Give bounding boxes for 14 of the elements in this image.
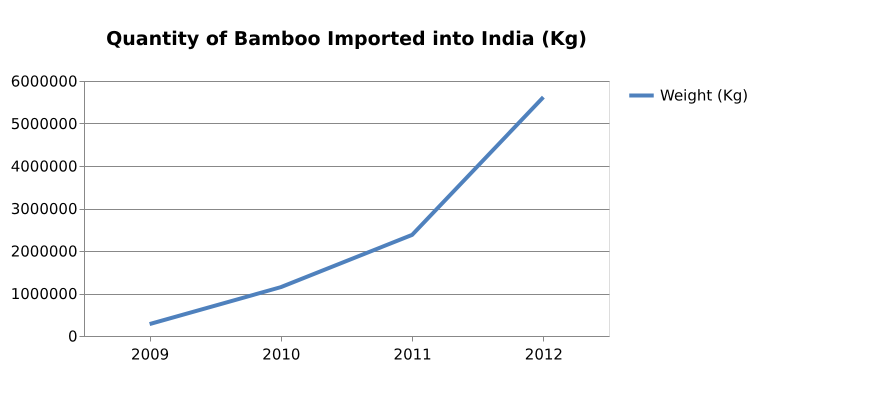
- chart-title: Quantity of Bamboo Imported into India (Kg): [106, 28, 587, 50]
- legend-label: Weight (Kg): [660, 86, 748, 104]
- x-tick-label: 2012: [524, 346, 563, 364]
- y-tick-label: 1000000: [10, 285, 78, 303]
- y-tick-label: 4000000: [10, 158, 78, 176]
- line-series: [148, 95, 546, 326]
- y-tick-label: 3000000: [10, 200, 78, 218]
- y-tick-label: 2000000: [10, 242, 78, 260]
- x-tick-label: 2009: [131, 346, 170, 364]
- x-tick-label: 2010: [262, 346, 300, 364]
- x-tick-label: 2011: [394, 346, 432, 364]
- y-tick-label: 0: [68, 328, 78, 346]
- y-tick-label: 5000000: [10, 115, 78, 133]
- y-tick-label: 6000000: [10, 72, 78, 90]
